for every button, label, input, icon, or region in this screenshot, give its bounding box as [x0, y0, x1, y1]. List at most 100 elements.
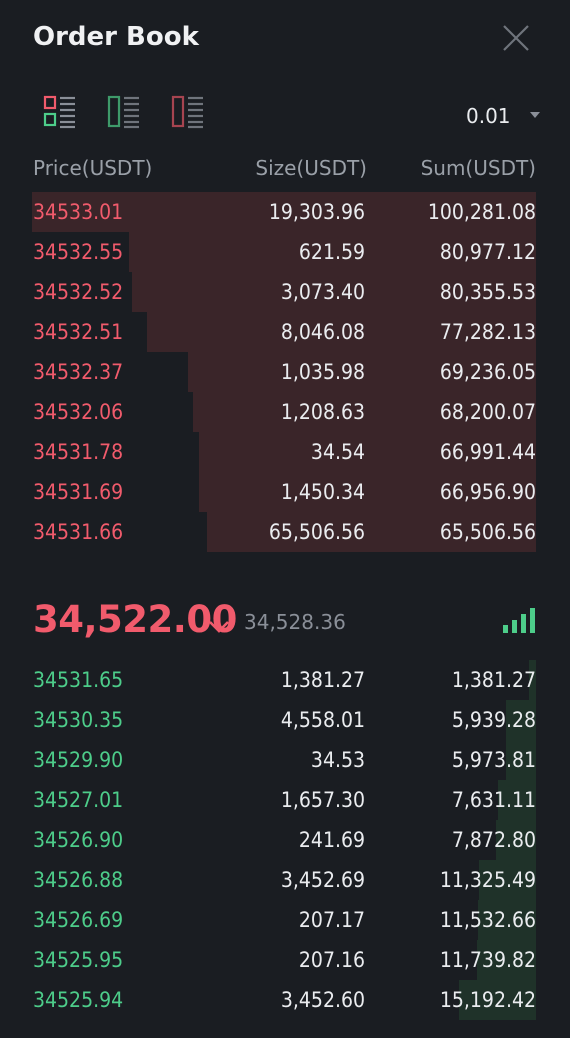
bid-price: 34526.69 — [33, 908, 124, 932]
bid-sum: 5,939.28 — [451, 708, 536, 732]
ask-sum: 100,281.08 — [427, 200, 536, 224]
ask-price: 34533.01 — [33, 200, 124, 224]
ask-sum: 66,991.44 — [439, 440, 536, 464]
ask-price: 34532.51 — [33, 320, 124, 344]
bid-price: 34526.88 — [33, 868, 124, 892]
bid-depth-bar — [506, 700, 536, 740]
bid-row[interactable]: 34526.90 241.69 7,872.80 — [0, 820, 570, 860]
ask-size: 1,208.63 — [280, 400, 365, 424]
ask-row[interactable]: 34532.37 1,035.98 69,236.05 — [0, 352, 570, 392]
ask-row[interactable]: 34532.52 3,073.40 80,355.53 — [0, 272, 570, 312]
bid-size: 1,657.30 — [280, 788, 365, 812]
ask-row[interactable]: 34532.51 8,046.08 77,282.13 — [0, 312, 570, 352]
ask-depth-bar — [147, 312, 536, 352]
ask-size: 34.54 — [310, 440, 365, 464]
bid-depth-bar — [506, 740, 536, 780]
ask-sum: 65,506.56 — [439, 520, 536, 544]
bid-row[interactable]: 34527.01 1,657.30 7,631.11 — [0, 780, 570, 820]
bid-sum: 15,192.42 — [439, 988, 536, 1012]
bid-depth-bar — [477, 940, 536, 980]
bid-depth-bar — [478, 900, 536, 940]
bid-depth-bar — [496, 820, 536, 860]
ask-size: 1,450.34 — [280, 480, 365, 504]
ask-price: 34531.78 — [33, 440, 124, 464]
column-header-size: Size(USDT) — [255, 156, 367, 180]
order-book-both-icon[interactable] — [43, 95, 77, 129]
arrow-down-icon — [209, 608, 229, 633]
ask-sum: 66,956.90 — [439, 480, 536, 504]
ask-row[interactable]: 34531.69 1,450.34 66,956.90 — [0, 472, 570, 512]
bid-row[interactable]: 34525.94 3,452.60 15,192.42 — [0, 980, 570, 1020]
bid-price: 34527.01 — [33, 788, 124, 812]
bid-row[interactable]: 34526.88 3,452.69 11,325.49 — [0, 860, 570, 900]
bid-size: 4,558.01 — [280, 708, 365, 732]
bid-sum: 7,631.11 — [451, 788, 536, 812]
ask-depth-bar — [129, 232, 536, 272]
ask-depth-bar — [32, 192, 536, 232]
ask-row[interactable]: 34532.06 1,208.63 68,200.07 — [0, 392, 570, 432]
bid-row[interactable]: 34530.35 4,558.01 5,939.28 — [0, 700, 570, 740]
ask-depth-bar — [132, 272, 536, 312]
bid-row[interactable]: 34531.65 1,381.27 1,381.27 — [0, 660, 570, 700]
bid-size: 207.17 — [298, 908, 365, 932]
bid-price: 34526.90 — [33, 828, 124, 852]
ask-sum: 77,282.13 — [439, 320, 536, 344]
bid-depth-bar — [529, 660, 536, 700]
precision-select[interactable]: 0.01 — [466, 104, 511, 128]
ask-row[interactable]: 34533.01 19,303.96 100,281.08 — [0, 192, 570, 232]
ask-row[interactable]: 34531.78 34.54 66,991.44 — [0, 432, 570, 472]
bid-sum: 11,325.49 — [439, 868, 536, 892]
bid-depth-bar — [459, 980, 536, 1020]
panel-title: Order Book — [33, 22, 199, 52]
mark-price: 34,528.36 — [244, 610, 346, 634]
bid-price: 34529.90 — [33, 748, 124, 772]
ask-price: 34532.06 — [33, 400, 124, 424]
bid-sum: 5,973.81 — [451, 748, 536, 772]
ask-sum: 68,200.07 — [439, 400, 536, 424]
column-header-price: Price(USDT) — [33, 156, 153, 180]
ask-depth-bar — [207, 512, 536, 552]
bid-size: 207.16 — [298, 948, 365, 972]
bid-row[interactable]: 34525.95 207.16 11,739.82 — [0, 940, 570, 980]
ask-sum: 80,977.12 — [439, 240, 536, 264]
ask-price: 34531.66 — [33, 520, 124, 544]
bid-size: 34.53 — [310, 748, 365, 772]
ask-size: 8,046.08 — [280, 320, 365, 344]
ask-price: 34532.52 — [33, 280, 124, 304]
bid-row[interactable]: 34526.69 207.17 11,532.66 — [0, 900, 570, 940]
bid-sum: 7,872.80 — [451, 828, 536, 852]
ask-depth-bar — [193, 392, 536, 432]
bid-size: 3,452.60 — [280, 988, 365, 1012]
bid-row[interactable]: 34529.90 34.53 5,973.81 — [0, 740, 570, 780]
bid-price: 34531.65 — [33, 668, 124, 692]
ask-size: 19,303.96 — [268, 200, 365, 224]
ask-depth-bar — [188, 352, 536, 392]
ask-depth-bar — [199, 432, 536, 472]
ask-sum: 69,236.05 — [439, 360, 536, 384]
ask-price: 34531.69 — [33, 480, 124, 504]
ask-size: 65,506.56 — [268, 520, 365, 544]
ask-price: 34532.55 — [33, 240, 124, 264]
order-book-asks-icon[interactable] — [171, 95, 205, 129]
ask-size: 3,073.40 — [280, 280, 365, 304]
chevron-down-icon[interactable] — [530, 112, 540, 118]
bid-size: 1,381.27 — [280, 668, 365, 692]
ask-sum: 80,355.53 — [439, 280, 536, 304]
bid-sum: 11,532.66 — [439, 908, 536, 932]
ask-size: 1,035.98 — [280, 360, 365, 384]
bid-size: 3,452.69 — [280, 868, 365, 892]
bid-sum: 1,381.27 — [451, 668, 536, 692]
close-icon[interactable] — [500, 22, 532, 54]
last-price: 34,522.00 — [33, 598, 237, 641]
ask-price: 34532.37 — [33, 360, 124, 384]
bid-price: 34530.35 — [33, 708, 124, 732]
ask-row[interactable]: 34532.55 621.59 80,977.12 — [0, 232, 570, 272]
bid-depth-bar — [498, 780, 536, 820]
bid-price: 34525.95 — [33, 948, 124, 972]
signal-bars-icon — [503, 608, 535, 633]
order-book-bids-icon[interactable] — [107, 95, 141, 129]
bid-size: 241.69 — [298, 828, 365, 852]
ask-row[interactable]: 34531.66 65,506.56 65,506.56 — [0, 512, 570, 552]
ask-size: 621.59 — [298, 240, 365, 264]
column-header-sum: Sum(USDT) — [420, 156, 536, 180]
